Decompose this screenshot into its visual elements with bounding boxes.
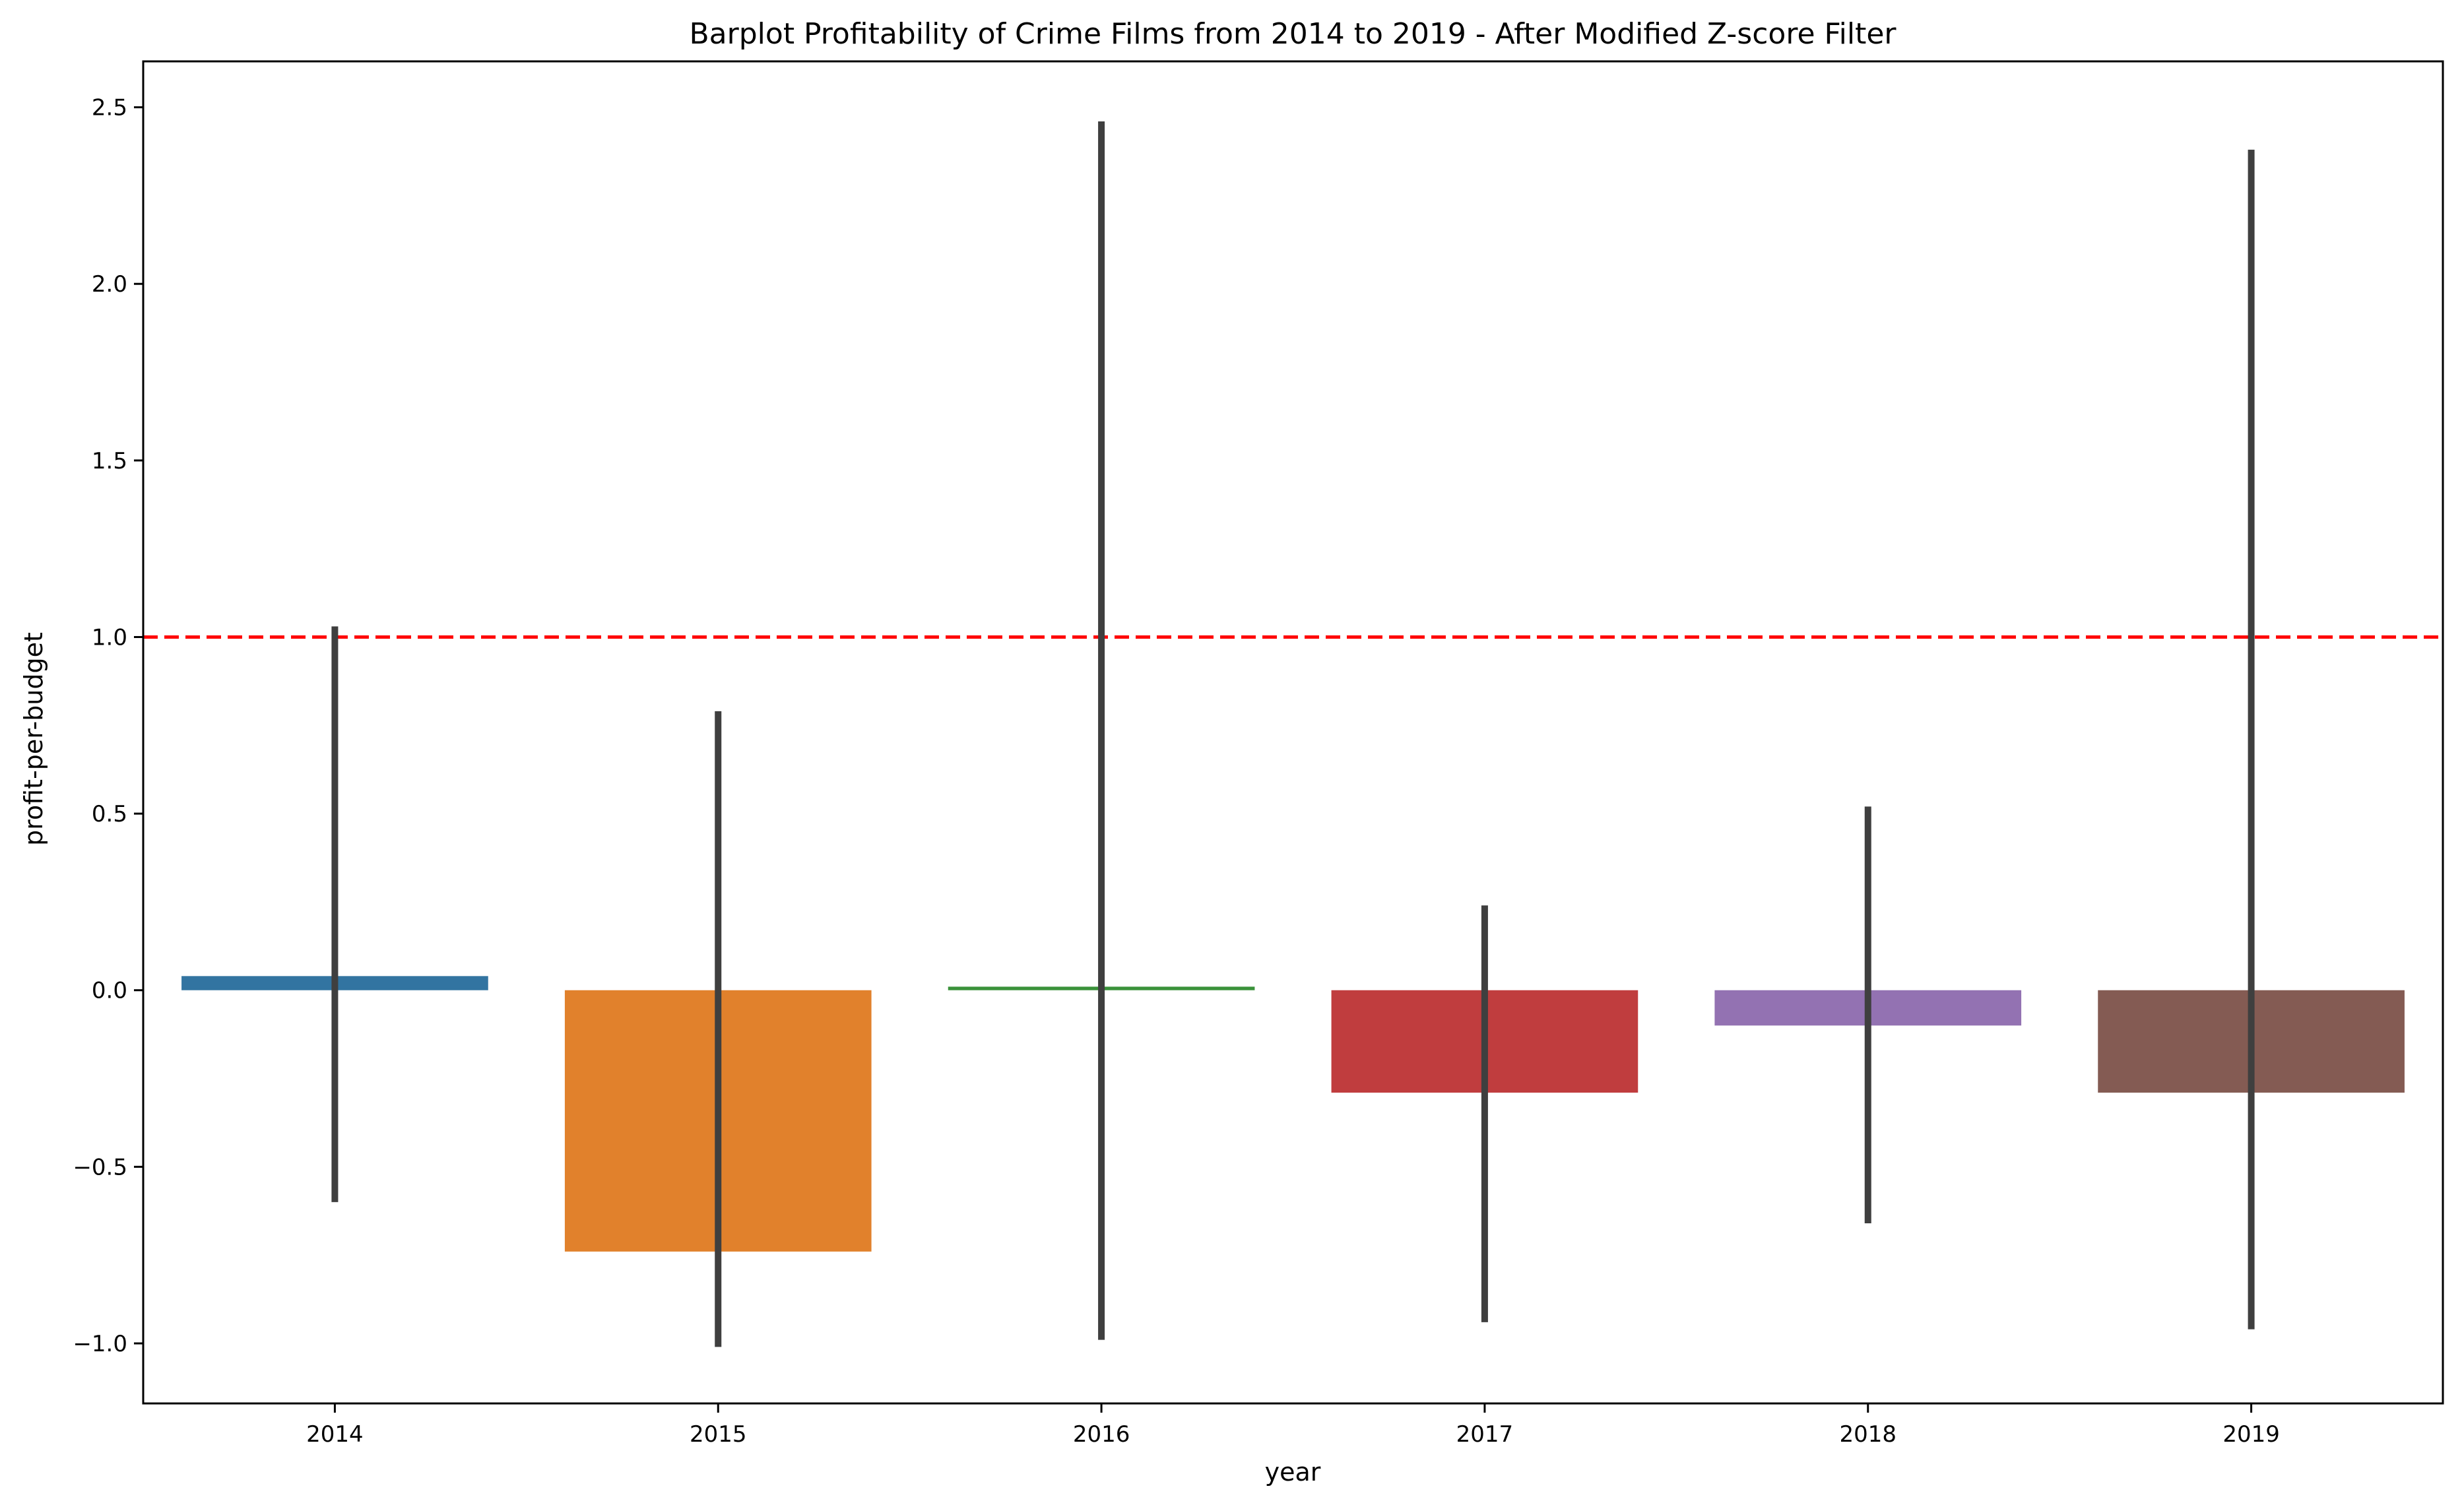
y-tick-label: −0.5 xyxy=(73,1154,127,1180)
plot-area-frame xyxy=(142,60,2444,1405)
y-tick-label: 0.0 xyxy=(92,978,127,1004)
y-tick-label: 2.0 xyxy=(92,271,127,298)
y-axis-ticks: −1.0 −0.5 0.0 0.5 1.0 1.5 2.0 2.5 xyxy=(73,95,143,1357)
x-axis-label: year xyxy=(1265,1458,1321,1487)
y-tick-label: −1.0 xyxy=(73,1331,127,1357)
error-bars-group xyxy=(331,121,2255,1347)
x-tick-label: 2019 xyxy=(2222,1421,2280,1448)
y-tick-label: 0.5 xyxy=(92,801,127,827)
chart-title: Barplot Profitability of Crime Films fro… xyxy=(690,17,1897,51)
x-tick-label: 2014 xyxy=(306,1421,364,1448)
y-tick-label: 2.5 xyxy=(92,95,127,121)
y-tick-label: 1.5 xyxy=(92,448,127,474)
x-tick-label: 2018 xyxy=(1839,1421,1897,1448)
y-tick-label: 1.0 xyxy=(92,624,127,651)
y-axis-label: profit-per-budget xyxy=(19,632,48,846)
x-axis-ticks: 2014 2015 2016 2017 2018 2019 xyxy=(306,1403,2280,1448)
bars-group xyxy=(181,976,2405,1252)
x-tick-label: 2017 xyxy=(1456,1421,1514,1448)
x-tick-label: 2015 xyxy=(690,1421,747,1448)
x-tick-label: 2016 xyxy=(1073,1421,1130,1448)
